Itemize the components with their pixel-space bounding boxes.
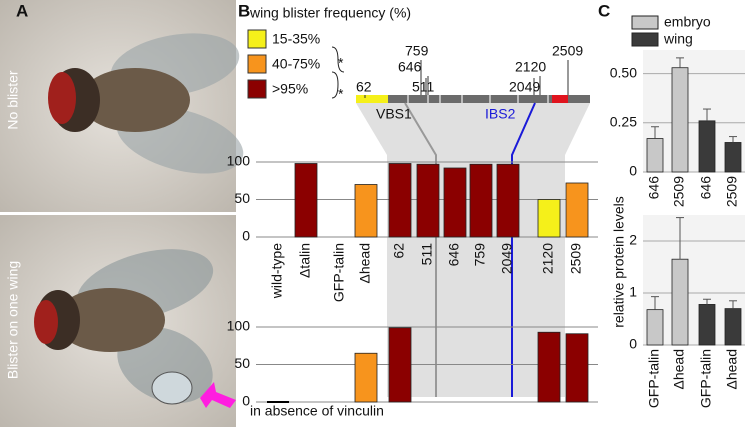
y-axis-label: relative protein levels	[611, 196, 627, 328]
x-tick-label: 646	[646, 176, 662, 200]
x-tick-label: 511	[419, 243, 435, 266]
bar	[537, 199, 561, 238]
bar	[416, 163, 440, 238]
x-tick-label: 62	[391, 243, 407, 259]
x-tick-label: 759	[472, 243, 488, 267]
bar	[354, 352, 378, 403]
bracket	[331, 46, 345, 99]
y-tick-label: 1	[629, 284, 637, 300]
x-tick-label: GFP-talin	[331, 243, 347, 302]
bar	[646, 138, 664, 173]
leader-lines	[364, 60, 569, 98]
photo-blister	[0, 215, 236, 427]
x-tick-label: GFP-talin	[646, 349, 662, 408]
site-label: 62	[356, 79, 372, 95]
legend-label: 40-75%	[272, 56, 320, 72]
bar	[724, 142, 742, 173]
protein-marks	[407, 95, 549, 103]
y-tick-label: 0	[629, 336, 637, 352]
bar	[496, 163, 520, 238]
legend-swatch	[631, 15, 659, 30]
y-tick-label: 0	[629, 163, 637, 179]
legend-swatch	[247, 54, 267, 74]
x-tick-label: 646	[698, 176, 714, 200]
domain-label: IBS2	[485, 106, 516, 122]
x-tick-label: Δhead	[724, 349, 740, 390]
y-tick-label: 50	[234, 355, 250, 371]
ibs-line	[511, 102, 536, 397]
y-tick-label: 0.50	[610, 64, 637, 80]
legend-label: 15-35%	[272, 31, 320, 47]
bar	[565, 182, 589, 238]
x-tick-label: 646	[446, 243, 462, 267]
projection	[356, 103, 590, 155]
x-tick-label: 2509	[671, 176, 687, 207]
arrow	[200, 382, 236, 408]
x-tick-label: GFP-talin	[698, 349, 714, 408]
photo-no-blister	[0, 0, 244, 212]
bar	[388, 163, 412, 238]
bar	[646, 309, 664, 346]
x-tick-label: wild-type	[269, 243, 285, 299]
y-tick-label: 0.25	[610, 114, 637, 130]
protein-bar	[356, 95, 590, 103]
legend-title: wing blister frequency (%)	[249, 5, 411, 21]
asterisk: *	[338, 55, 344, 71]
protein-domain	[356, 95, 388, 103]
y-tick-label: 2	[629, 232, 637, 248]
legend-swatch	[247, 29, 267, 49]
y-tick-label: 50	[234, 190, 250, 206]
bar	[671, 258, 689, 346]
panel-letter: C	[598, 1, 610, 20]
photo-caption: No blister	[5, 70, 21, 129]
domain-label: VBS1	[376, 106, 412, 122]
bar	[698, 120, 716, 173]
asterisk: *	[338, 86, 344, 102]
x-tick-label: 2049	[499, 243, 515, 274]
site-label: 2120	[515, 59, 546, 75]
bar	[354, 184, 378, 238]
legend-label: embryo	[664, 14, 711, 30]
x-tick-label: 2509	[568, 243, 584, 274]
bar	[671, 67, 689, 173]
y-tick-label: 100	[227, 318, 251, 334]
y-tick-label: 0	[242, 228, 250, 244]
y-tick-label: 100	[227, 153, 251, 169]
bar	[294, 163, 318, 238]
bar	[388, 327, 412, 403]
vbs-line	[404, 102, 437, 397]
bar	[469, 163, 493, 238]
site-label: 511	[412, 79, 435, 95]
x-tick-label: Δhead	[357, 243, 373, 284]
site-label: 759	[405, 43, 429, 59]
legend-swatch	[631, 32, 659, 47]
x-tick-label: 2509	[724, 176, 740, 207]
x-tick-label: 2120	[540, 243, 556, 274]
y-tick-label: 0	[242, 393, 250, 409]
photo-caption: Blister on one wing	[5, 261, 21, 379]
bar	[443, 167, 467, 238]
legend-label: wing	[663, 31, 693, 47]
bar	[698, 304, 716, 346]
site-label: 2509	[552, 43, 583, 59]
legend-swatch	[247, 79, 267, 99]
bar	[724, 308, 742, 346]
legend-label: >95%	[272, 81, 308, 97]
protein-domain	[552, 95, 568, 103]
site-label: 646	[398, 59, 422, 75]
site-label: 2049	[509, 79, 540, 95]
chart-title: in absence of vinculin	[250, 403, 384, 419]
panel-letter: B	[238, 1, 250, 20]
bar	[565, 333, 589, 403]
bar	[537, 331, 561, 403]
panel-letter: A	[16, 1, 28, 20]
x-tick-label: Δhead	[671, 349, 687, 390]
x-tick-label: Δtalin	[297, 243, 313, 278]
